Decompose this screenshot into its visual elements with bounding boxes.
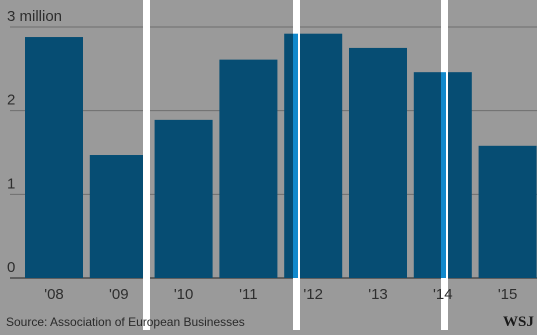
overlay-bar-slice bbox=[293, 33, 298, 279]
x-tick-label: '10 bbox=[174, 286, 194, 303]
bar bbox=[349, 47, 407, 278]
bar bbox=[89, 155, 148, 278]
bar bbox=[25, 37, 83, 278]
x-tick-label: '09 bbox=[109, 286, 129, 303]
y-tick-label: 2 bbox=[7, 92, 15, 109]
y-tick-label: 0 bbox=[7, 259, 15, 276]
x-tick-label: '08 bbox=[44, 286, 64, 303]
bar bbox=[219, 59, 278, 278]
bar bbox=[478, 145, 537, 278]
x-tick-label: '14 bbox=[433, 286, 453, 303]
y-tick-label: 1 bbox=[7, 175, 15, 192]
overlay-bar-slice bbox=[441, 72, 446, 279]
label-layer: 0 1 2 3 million '08 '09 '10 '11 '12 '13 '14 '15 bbox=[7, 8, 517, 303]
bar bbox=[284, 33, 343, 279]
x-tick-label: '12 bbox=[303, 286, 323, 303]
y-tick-label: 3 million bbox=[7, 8, 62, 25]
source-note: Source: Association of European Business… bbox=[6, 315, 245, 329]
x-tick-label: '13 bbox=[368, 286, 388, 303]
bar bbox=[154, 119, 213, 279]
overlay-strip bbox=[143, 0, 150, 330]
bar-layer bbox=[25, 33, 537, 279]
x-tick-label: '15 bbox=[498, 286, 518, 303]
overlay-layer bbox=[143, 0, 448, 330]
brand-logo: WSJ bbox=[503, 314, 534, 330]
x-tick-label: '11 bbox=[239, 286, 257, 303]
